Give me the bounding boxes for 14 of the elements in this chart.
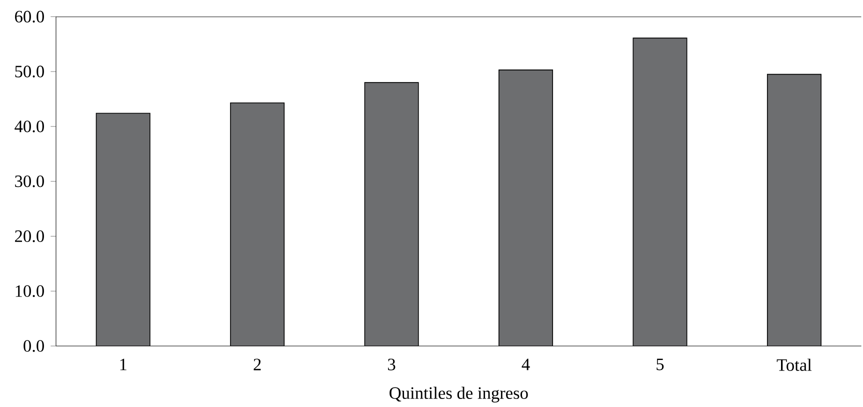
x-tick-label: 4 <box>522 358 530 370</box>
x-tick-label: 3 <box>388 358 396 370</box>
x-tick-label: 5 <box>656 358 664 370</box>
y-tick-label: 50.0 <box>15 66 44 78</box>
x-tick-label: 1 <box>120 358 126 370</box>
y-tick-label: 40.0 <box>14 120 44 132</box>
y-tick-label: 30.0 <box>15 175 44 188</box>
y-tick-label: 10.0 <box>16 285 44 298</box>
y-tick-label: 60.0 <box>15 10 44 23</box>
x-tick-label: 2 <box>254 358 261 370</box>
x-axis-title: Quintiles de ingreso <box>390 386 528 402</box>
y-tick-label: 20.0 <box>15 230 44 242</box>
x-tick-label: Total <box>776 358 812 371</box>
y-tick-label: 0.0 <box>24 340 44 352</box>
